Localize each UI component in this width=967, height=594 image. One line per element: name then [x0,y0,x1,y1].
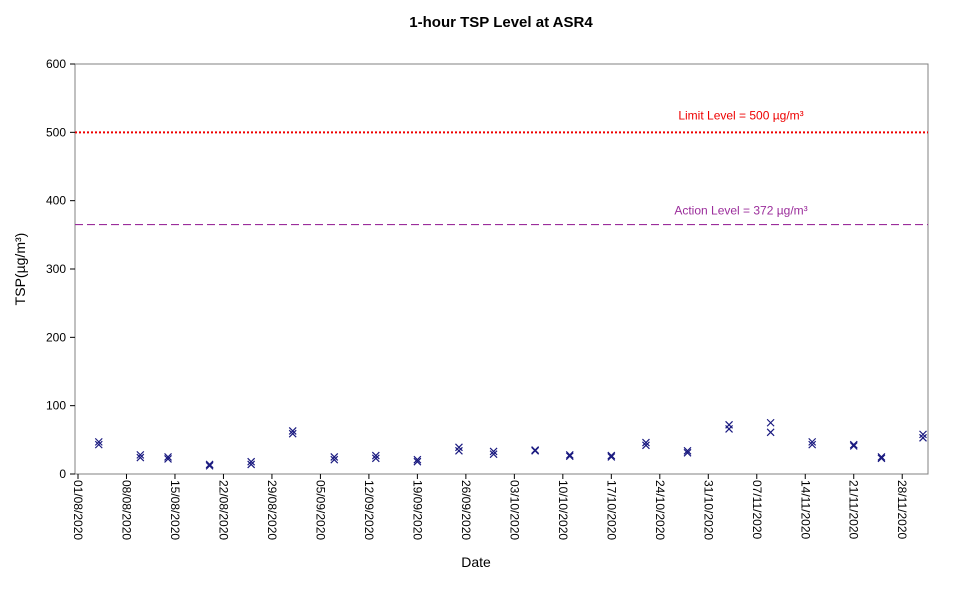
data-point [330,455,339,464]
data-point [94,440,103,449]
data-point [766,418,775,427]
data-point [877,454,886,463]
data-point [489,447,498,456]
x-axis-label: Date [461,554,491,570]
x-tick-label: 26/09/2020 [459,480,473,540]
data-point [531,446,540,455]
data-point [808,440,817,449]
data-point [607,451,616,460]
data-point [413,455,422,464]
y-tick-label: 0 [59,467,66,481]
data-point [164,452,172,461]
x-tick-label: 12/09/2020 [362,480,376,540]
data-point [489,450,498,459]
data-point [136,450,145,459]
data-point [371,454,380,463]
data-point [683,448,692,457]
data-point [247,457,256,466]
data-point [164,455,172,463]
data-point [455,446,463,455]
data-point [919,433,927,442]
x-axis: 01/08/2020 08/08/2020 15/08/2020 22/08/2020… [71,474,909,540]
data-point [330,452,339,461]
data-point [849,440,858,449]
x-tick-label: 17/10/2020 [604,480,618,540]
data-point [94,437,103,446]
data-point [288,429,297,438]
data-point [766,428,775,437]
data-point [642,441,650,450]
data-point [371,451,380,460]
y-axis-label: TSP(µg/m³) [12,233,28,306]
x-tick-label: 08/08/2020 [119,480,133,540]
data-point [205,460,214,469]
data-point [877,452,886,461]
data-point [642,438,650,447]
y-tick-label: 600 [46,57,66,71]
plot-area [74,63,929,475]
x-tick-label: 19/09/2020 [410,480,424,540]
data-point [683,446,692,455]
chart-title: 1-hour TSP Level at ASR4 [409,14,593,31]
y-tick-label: 400 [46,194,66,208]
x-tick-label: 29/08/2020 [265,480,279,540]
data-point [455,443,463,452]
y-tick-label: 500 [46,125,66,139]
y-tick-label: 300 [46,262,66,276]
data-point [808,437,817,446]
reference-lines: Limit Level = 500 µg/m³ Action Level = 37… [75,108,928,226]
data-point [919,430,927,439]
data-point [136,453,145,462]
data-point [565,450,574,459]
y-tick-label: 200 [46,330,66,344]
y-axis: 0 100 200 300 400 500 600 [46,57,75,481]
x-tick-label: 10/10/2020 [556,480,570,540]
data-points [94,418,927,470]
x-tick-label: 22/08/2020 [216,480,230,540]
data-point [205,461,214,470]
y-tick-label: 100 [46,399,66,413]
x-tick-label: 03/10/2020 [507,480,521,540]
data-point [247,460,256,469]
data-point [607,452,616,461]
x-tick-label: 28/11/2020 [895,480,909,539]
data-point [565,452,574,461]
x-tick-label: 15/08/2020 [168,480,182,540]
x-tick-label: 01/08/2020 [71,480,85,540]
data-point [413,457,422,466]
data-point [849,442,858,450]
x-tick-label: 14/11/2020 [798,480,812,539]
action-level-label: Action Level = 372 µg/m³ [674,204,807,218]
limit-level-label: Limit Level = 500 µg/m³ [678,108,803,122]
x-tick-label: 21/11/2020 [847,480,861,539]
data-point [725,424,733,433]
x-tick-label: 05/09/2020 [313,480,327,540]
data-point [288,427,297,435]
x-tick-label: 31/10/2020 [701,480,715,540]
x-tick-label: 24/10/2020 [653,480,667,540]
x-tick-label: 07/11/2020 [750,480,764,539]
